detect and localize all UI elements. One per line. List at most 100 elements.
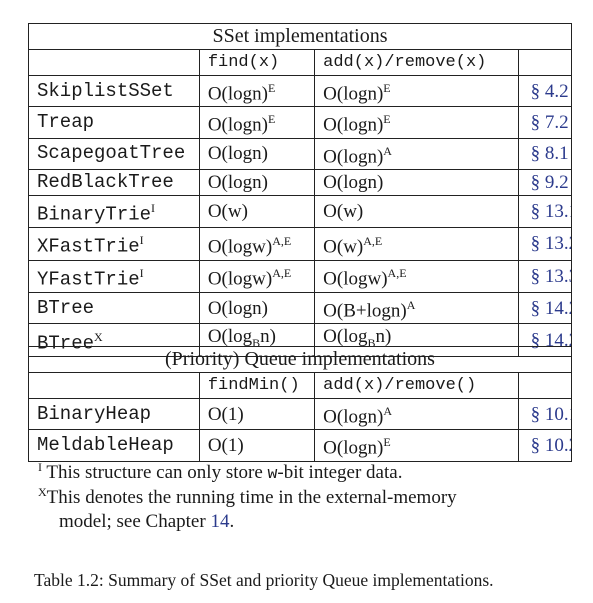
find-complexity-value: O(1) xyxy=(207,403,244,425)
find-complexity-superscript: E xyxy=(267,81,276,95)
structure-name: SkiplistSSet xyxy=(37,79,174,102)
section-link[interactable]: § 14.2 xyxy=(530,297,571,319)
section-link[interactable]: § 10.2 xyxy=(530,434,571,456)
section-link-cell[interactable]: § 13.1 xyxy=(517,194,573,229)
table-row: Treap O(logn)E O(logn)E § 7.2 xyxy=(28,106,573,139)
find-complexity: O(logn) xyxy=(198,137,316,170)
table-row: RedBlackTree O(logn) O(logn) § 9.2 xyxy=(28,168,573,196)
structure-footnote-mark: I xyxy=(139,233,144,248)
find-complexity: O(logn) xyxy=(198,291,316,325)
find-complexity-value: O(logw) xyxy=(207,268,273,290)
find-complexity-value: O(logn) xyxy=(207,171,268,193)
table-row: MeldableHeap O(1) O(logn)E § 10.2 xyxy=(28,429,573,462)
section-link[interactable]: § 10.1 xyxy=(530,403,571,425)
add-remove-complexity: O(logw)A,E xyxy=(314,259,519,293)
add-remove-complexity-value: O(logn) xyxy=(323,114,384,136)
section-link[interactable]: § 13.1 xyxy=(530,201,571,223)
section-link-cell[interactable]: § 4.2 xyxy=(517,74,573,108)
section-link[interactable]: § 13.3 xyxy=(530,265,571,287)
section-link[interactable]: § 7.2 xyxy=(530,111,569,133)
section-link-cell[interactable]: § 7.2 xyxy=(517,106,573,139)
add-remove-complexity-superscript: E xyxy=(383,435,391,450)
find-complexity-value: O(log xyxy=(207,326,253,348)
section-link-cell[interactable]: § 13.3 xyxy=(517,259,573,293)
find-complexity: O(logw)A,E xyxy=(198,259,316,293)
structure-name-cell: BinaryTrieI xyxy=(28,194,200,229)
structure-name: XFastTrie xyxy=(37,235,140,258)
add-remove-complexity-value: O(logn) xyxy=(323,145,384,167)
add-remove-complexity: O(logn)A xyxy=(314,397,519,431)
add-remove-complexity: O(logn) xyxy=(314,168,519,196)
find-complexity: O(logn)E xyxy=(198,106,316,139)
add-remove-complexity: O(B+logn)A xyxy=(314,291,519,325)
add-remove-complexity-superscript: A xyxy=(383,404,392,418)
add-remove-complexity-value: O(w) xyxy=(323,201,364,223)
find-complexity: O(1) xyxy=(198,429,316,462)
section-link-cell[interactable]: § 14.2 xyxy=(517,291,573,325)
find-complexity: O(logn) xyxy=(198,168,316,196)
add-remove-complexity: O(w)A,E xyxy=(314,227,519,261)
footnote-mark-x: X xyxy=(38,485,47,499)
find-complexity-value: O(logn) xyxy=(207,297,268,319)
find-complexity-value: O(1) xyxy=(207,434,244,456)
structure-footnote-mark: I xyxy=(151,200,156,215)
section-link[interactable]: § 4.2 xyxy=(530,80,569,102)
add-remove-column-header: add(x)/remove(x) xyxy=(314,49,519,76)
footnote-integer-data: I This structure can only store w-bit in… xyxy=(38,460,403,483)
add-remove-complexity-superscript: E xyxy=(383,112,391,127)
add-remove-complexity-value: O(logn) xyxy=(323,406,384,428)
structure-name-cell: XFastTrieI xyxy=(28,227,200,261)
add-remove-complexity-value: O(logw) xyxy=(323,268,388,290)
table-caption: Table 1.2: Summary of SSet and priority … xyxy=(34,570,494,590)
add-remove-complexity-superscript: E xyxy=(383,81,391,95)
section-link-cell[interactable]: § 9.2 xyxy=(517,168,573,196)
section-link[interactable]: § 13.2 xyxy=(530,233,571,255)
find-complexity-value: O(logn) xyxy=(207,114,268,136)
find-complexity-value: O(logn) xyxy=(207,143,268,165)
find-complexity-tail: n) xyxy=(260,326,276,348)
section-link-cell[interactable]: § 10.1 xyxy=(517,397,573,431)
add-remove-complexity-superscript: A xyxy=(383,143,392,158)
structure-name-cell: Treap xyxy=(28,106,200,139)
structure-footnote-mark: X xyxy=(94,329,103,344)
add-remove-column-header: add(x)/remove() xyxy=(314,372,519,399)
section-link-cell[interactable]: § 8.1 xyxy=(517,137,573,170)
section-link[interactable]: § 8.1 xyxy=(530,143,569,165)
find-complexity: O(logw)A,E xyxy=(198,227,316,261)
add-remove-complexity-superscript: A,E xyxy=(363,233,383,248)
add-remove-complexity: O(logn)E xyxy=(314,106,519,139)
add-remove-complexity-superscript: A xyxy=(406,297,416,312)
section-link-cell[interactable]: § 13.2 xyxy=(517,227,573,261)
section-link[interactable]: § 14.2 xyxy=(530,329,571,351)
add-remove-complexity-value: O(logn) xyxy=(323,83,384,105)
table-row: BinaryHeap O(1) O(logn)A § 10.1 xyxy=(28,397,573,431)
section-link-cell[interactable]: § 10.2 xyxy=(517,429,573,462)
add-remove-complexity: O(logn)E xyxy=(314,429,519,462)
add-remove-complexity-subscript: B xyxy=(367,336,376,351)
structure-name-cell: ScapegoatTree xyxy=(28,137,200,170)
section-link[interactable]: § 9.2 xyxy=(530,171,569,193)
add-remove-complexity-value: O(log xyxy=(323,326,368,348)
table-row: BTree O(logn) O(B+logn)A § 14.2 xyxy=(28,291,573,325)
footnote-mark-i: I xyxy=(38,460,42,474)
structure-name: ScapegoatTree xyxy=(37,142,186,165)
add-remove-complexity-value: O(w) xyxy=(323,236,364,258)
sset-table-title: SSet implementations xyxy=(28,23,572,50)
add-remove-complexity-superscript: A,E xyxy=(387,266,407,281)
add-remove-complexity-value: O(logn) xyxy=(323,437,384,459)
find-complexity-value: O(w) xyxy=(207,201,248,223)
add-remove-complexity: O(logn)E xyxy=(314,74,519,108)
find-complexity-subscript: B xyxy=(252,336,261,351)
structure-name-cell: BinaryHeap xyxy=(28,397,200,431)
structure-name: YFastTrie xyxy=(37,267,140,290)
code-w: w xyxy=(267,464,278,483)
structure-name: Treap xyxy=(37,110,95,133)
structure-name: BinaryTrie xyxy=(37,203,152,226)
chapter-14-link[interactable]: 14 xyxy=(210,511,230,532)
structure-name-cell: RedBlackTree xyxy=(28,168,200,196)
find-complexity-superscript: E xyxy=(267,112,276,127)
queue-table: (Priority) Queue implementations findMin… xyxy=(28,346,573,462)
queue-table-title: (Priority) Queue implementations xyxy=(28,346,572,373)
find-column-header: find(x) xyxy=(198,49,316,76)
